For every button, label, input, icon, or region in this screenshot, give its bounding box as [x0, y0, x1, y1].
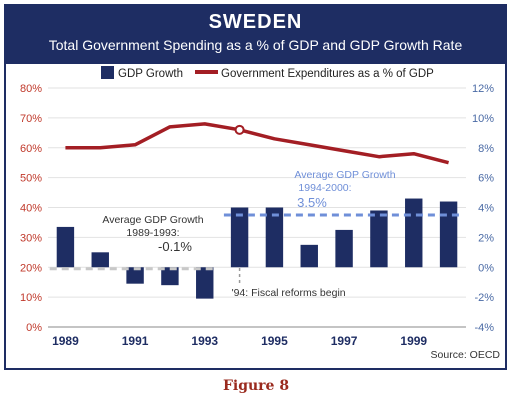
gdp-growth-bar: [161, 267, 179, 286]
gdp-growth-bar: [335, 229, 353, 268]
left-axis-tick-label: 80%: [20, 83, 42, 95]
right-axis-tick-label: 2%: [478, 232, 494, 244]
left-axis-tick-label: 60%: [20, 143, 42, 155]
left-axis-tick-label: 0%: [26, 322, 42, 334]
x-axis-tick-label: 1993: [191, 334, 218, 348]
gdp-growth-bar: [126, 267, 144, 284]
x-axis-tick-label: 1995: [261, 334, 288, 348]
left-axis-tick-label: 50%: [20, 173, 42, 185]
source-note: Source: OECD: [431, 349, 501, 361]
avg-1989-1993-label: Average GDP Growth: [102, 214, 203, 226]
left-axis-tick-label: 10%: [20, 292, 42, 304]
gov-expenditure-line: [65, 122, 450, 165]
avg-1989-1993-period: 1989-1993:: [126, 227, 179, 239]
right-axis-tick-label: 8%: [478, 143, 494, 155]
avg-1989-1993-value: -0.1%: [158, 239, 192, 254]
left-axis-tick-label: 40%: [20, 203, 42, 215]
chart-svg: 0% 10% 20% 30% 40% 50% 60% 70% 80% -4% -2% 0% 2% 4% 6%…: [20, 66, 501, 361]
avg-1994-2000-period: 1994-2000:: [298, 182, 351, 194]
chart-frame: SWEDEN Total Government Spending as a % …: [4, 4, 507, 370]
x-axis-tick-label: 1989: [52, 334, 79, 348]
fiscal-reform-label: '94: Fiscal reforms begin: [232, 287, 346, 299]
legend-line-label: Government Expenditures as a % of GDP: [221, 68, 434, 80]
x-axis-tick-label: 1999: [400, 334, 427, 348]
chart-subtitle: Total Government Spending as a % of GDP …: [48, 37, 463, 53]
left-axis-tick-label: 70%: [20, 113, 42, 125]
gdp-growth-bar: [91, 252, 109, 268]
right-axis-tick-label: -4%: [474, 322, 494, 334]
x-axis-tick-label: 1991: [122, 334, 149, 348]
figure-caption: Figure 8: [222, 378, 290, 394]
right-axis-tick-label: -2%: [474, 292, 494, 304]
gov-expenditure-1994-marker: [234, 124, 245, 135]
avg-1994-2000-value: 3.5%: [297, 195, 327, 210]
right-axis-tick-label: 12%: [472, 83, 494, 95]
gdp-growth-bar: [405, 198, 423, 268]
gdp-growth-bar: [439, 201, 458, 268]
gdp-growth-bar: [196, 267, 214, 299]
left-axis-tick-label: 30%: [20, 232, 42, 244]
right-axis-tick-label: 0%: [478, 262, 494, 274]
right-axis-tick-label: 10%: [472, 113, 494, 125]
right-axis-tick-label: 4%: [478, 203, 494, 215]
legend-bar-label: GDP Growth: [118, 68, 183, 80]
chart-title: SWEDEN: [208, 11, 303, 33]
x-axis-tick-label: 1997: [331, 334, 358, 348]
chart-header: SWEDEN Total Government Spending as a % …: [6, 6, 505, 64]
gdp-growth-bar: [265, 207, 284, 268]
gdp-growth-bar: [56, 226, 75, 268]
gdp-growth-bar: [230, 207, 249, 268]
avg-1994-2000-label: Average GDP Growth: [294, 169, 395, 181]
gdp-growth-bar: [370, 210, 388, 268]
left-axis-tick-label: 20%: [20, 262, 42, 274]
legend-bar-swatch: [101, 66, 114, 79]
right-axis-tick-label: 6%: [478, 173, 494, 185]
gdp-growth-bar: [300, 244, 318, 268]
